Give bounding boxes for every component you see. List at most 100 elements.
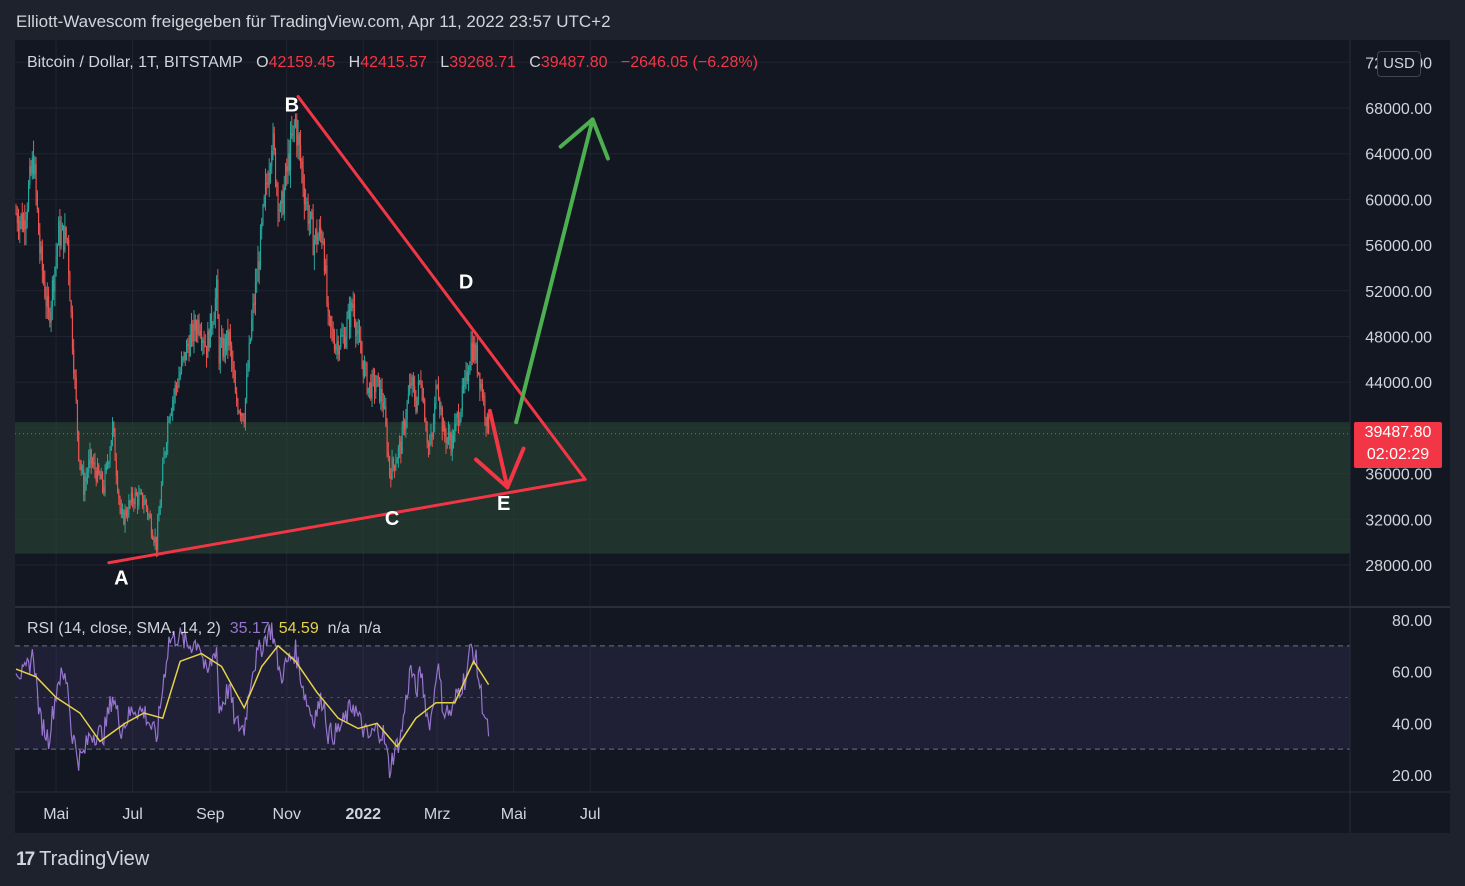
candle-body (306, 201, 308, 203)
candle-body (98, 464, 100, 474)
candle-body (481, 383, 483, 398)
candle-body (347, 309, 349, 319)
rsi-tick-label: 20.00 (1392, 768, 1432, 785)
candle-body (475, 344, 477, 360)
candle-body (130, 492, 132, 503)
currency-button[interactable]: USD (1377, 51, 1421, 77)
candle-body (313, 239, 315, 256)
candle-body (36, 192, 38, 210)
candle-body (68, 239, 70, 274)
rsi-indicator-name[interactable]: RSI (14, close, SMA, 14, 2) (27, 620, 221, 637)
candle-body (262, 205, 264, 223)
candle-body (177, 385, 179, 387)
candle-body (167, 422, 169, 445)
candle-body (422, 399, 425, 401)
candle-body (128, 501, 130, 516)
candle-body (392, 458, 394, 466)
candle-body (335, 346, 337, 351)
candle-body (488, 414, 490, 434)
x-tick-label: Jul (122, 806, 142, 823)
candle-body (348, 309, 351, 328)
candle-body (406, 402, 408, 420)
footer[interactable]: 17 TradingView (16, 848, 149, 871)
candle-body (267, 183, 269, 186)
candle-body (248, 342, 250, 369)
symbol-name[interactable]: Bitcoin / Dollar, 1T, BITSTAMP (27, 54, 243, 71)
candle-body (419, 380, 421, 382)
rsi-tick-label: 60.00 (1392, 665, 1432, 682)
candle-body (224, 338, 226, 352)
candle-body (337, 341, 339, 355)
candle-body (441, 407, 443, 432)
candle-body (129, 501, 131, 503)
candle-body (370, 382, 372, 399)
candle-body (139, 492, 141, 495)
candle-body (367, 387, 369, 393)
candle-body (277, 185, 279, 211)
candle-body (356, 332, 358, 336)
candle-body (444, 425, 446, 437)
candle-body (405, 419, 407, 430)
candle-body (310, 211, 312, 221)
candle-body (105, 463, 107, 471)
candle-body (185, 344, 188, 361)
rsi-value: 35.17 (229, 620, 270, 637)
candle-body (328, 311, 330, 317)
candle-body (84, 481, 86, 495)
candle-body (140, 492, 142, 494)
candle-body (24, 220, 26, 230)
candle-body (174, 385, 176, 395)
candle-body (61, 225, 63, 231)
candle-body (312, 217, 314, 256)
candle-body (221, 337, 223, 345)
rsi-sma-line (15, 644, 490, 748)
candle-body (290, 133, 292, 171)
candle-body (78, 431, 80, 460)
brand-name[interactable]: TradingView (39, 848, 150, 870)
candle-body (338, 347, 341, 355)
candle-body (416, 396, 418, 412)
candle-body (436, 385, 438, 388)
candle-body (227, 330, 229, 346)
candle-body (39, 234, 41, 254)
candle-body (244, 398, 247, 424)
candle-body (187, 344, 189, 346)
candle-body (247, 368, 249, 376)
last-price: 39487.80 (1364, 424, 1432, 441)
candle-body (120, 508, 122, 515)
candle-body (425, 421, 427, 431)
wave-label-c: C (385, 508, 399, 530)
candle-body (150, 518, 152, 535)
candle-body (119, 497, 121, 509)
candle-body (154, 536, 156, 543)
candle-body (23, 220, 25, 230)
tradingview-logo-icon[interactable]: 17 (16, 848, 35, 870)
wave-label-d: D (459, 272, 473, 294)
candle-body (442, 425, 445, 432)
candle-body (183, 352, 185, 358)
candle-body (170, 411, 173, 415)
candle-body (372, 374, 374, 376)
candle-body (331, 325, 333, 329)
candle-body (355, 322, 357, 336)
candle-body (45, 297, 47, 307)
candle-body (361, 353, 363, 361)
candle-body (473, 343, 475, 362)
candle-body (362, 360, 364, 377)
candle-body (211, 313, 213, 329)
candle-body (264, 182, 267, 197)
rsi-sma-value: 54.59 (278, 620, 319, 637)
candle-body (71, 312, 74, 350)
candle-body (317, 236, 319, 245)
candle-body (122, 510, 124, 515)
wave-label-e: E (497, 493, 510, 515)
candle-body (252, 303, 254, 319)
candle-body (342, 335, 344, 337)
candle-body (401, 426, 403, 454)
candle-body (143, 504, 145, 506)
candle-body (269, 166, 272, 173)
candle-body (281, 191, 283, 205)
candle-body (449, 432, 451, 441)
candle-body (471, 342, 473, 362)
